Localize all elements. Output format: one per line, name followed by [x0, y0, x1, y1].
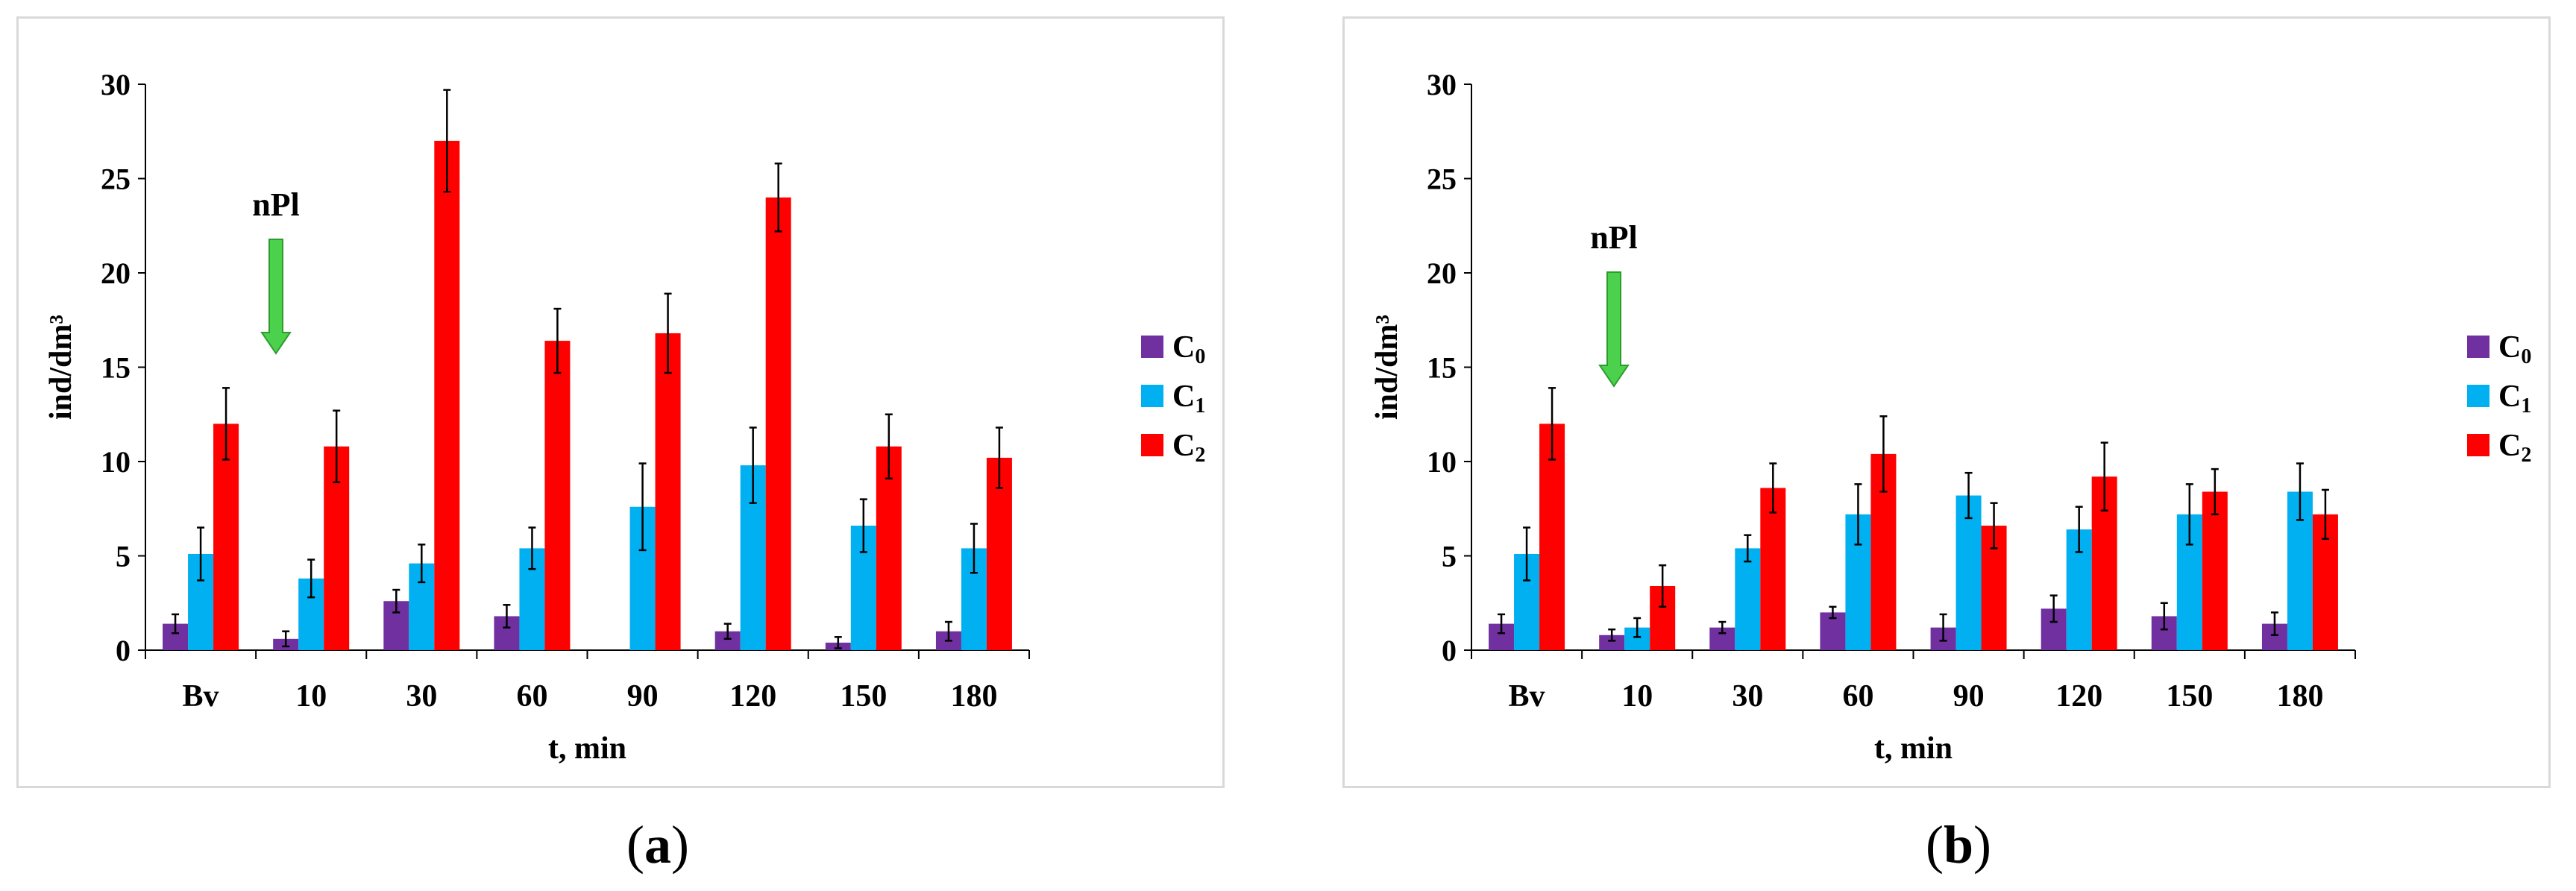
y-tick-label: 30: [101, 68, 131, 101]
y-tick-label: 0: [116, 634, 131, 667]
legend-label-C1: C1: [1172, 380, 1205, 418]
x-tick-label: 120: [729, 679, 776, 714]
x-tick-label: Bv: [183, 679, 219, 714]
caption-open-paren: (: [626, 815, 644, 875]
legend-label-C1: C1: [2498, 380, 2531, 418]
annotation-label: nPl: [1590, 219, 1638, 256]
bar-C2-150: [876, 446, 902, 650]
y-tick-label: 10: [1427, 445, 1457, 479]
legend-swatch-C1: [1141, 385, 1163, 407]
chart-panel-a: 0 5 10 15 20 25 30 Bv 10 30 60 90 120 150 180 t, min ind…: [16, 16, 1225, 788]
caption-close-paren: ): [1973, 815, 1991, 875]
x-tick-label: 60: [516, 679, 547, 714]
caption-close-paren: ): [671, 815, 689, 875]
legend-label-C0: C0: [1172, 330, 1205, 368]
x-axis-title: t, min: [1874, 731, 1953, 766]
annotation-label: nPl: [252, 186, 300, 223]
y-tick-label: 25: [101, 163, 131, 196]
x-tick-label: 150: [840, 679, 887, 714]
x-tick-label: 10: [1621, 679, 1653, 714]
legend-label-C0: C0: [2498, 330, 2531, 368]
bar-C2-30: [1760, 488, 1786, 650]
y-tick-label: 0: [1442, 634, 1457, 667]
legend-swatch-C2: [1141, 434, 1163, 456]
x-tick-label: 30: [1732, 679, 1763, 714]
panel-label-b: b: [1943, 815, 1974, 875]
legend-label-subscript: 1: [2521, 394, 2531, 418]
legend-label-base: C: [2498, 380, 2521, 414]
x-tick-label: 150: [2166, 679, 2213, 714]
legend-label-subscript: 2: [2521, 444, 2531, 467]
bar-C2-150: [2202, 491, 2228, 650]
legend-swatch-C2: [2467, 434, 2489, 456]
down-arrow-icon: [1598, 271, 1630, 388]
legend-label-C2: C2: [1172, 429, 1205, 467]
caption-open-paren: (: [1925, 815, 1944, 875]
legend-label-subscript: 0: [1195, 345, 1205, 368]
legend-label-base: C: [2498, 330, 2521, 365]
x-tick-label: 30: [406, 679, 437, 714]
legend-swatch-C0: [2467, 336, 2489, 358]
bar-C1-90: [1955, 495, 1982, 650]
y-tick-label: 20: [1427, 256, 1457, 290]
x-tick-label: 90: [1953, 679, 1985, 714]
legend-swatch-C1: [2467, 385, 2489, 407]
panel-label-a: a: [644, 815, 671, 875]
y-tick-label: 10: [101, 445, 131, 479]
bar-C2-Bv: [1539, 424, 1565, 650]
legend-label-base: C: [1172, 429, 1195, 463]
bar-C2-Bv: [213, 424, 239, 650]
legend-label-base: C: [1172, 330, 1195, 365]
legend-label-subscript: 2: [1195, 444, 1205, 467]
x-tick-label: Bv: [1509, 679, 1545, 714]
x-tick-label: 180: [2276, 679, 2323, 714]
y-tick-label: 5: [116, 540, 131, 573]
bar-C2-60: [544, 341, 571, 650]
legend-label-subscript: 0: [2521, 345, 2531, 368]
legend-label-C2: C2: [2498, 429, 2531, 467]
legend-label-base: C: [1172, 380, 1195, 414]
bar-C2-90: [655, 333, 681, 650]
caption-a: (a): [583, 814, 732, 876]
legend-label-base: C: [2498, 429, 2521, 463]
y-tick-label: 15: [1427, 351, 1457, 385]
x-tick-label: 60: [1842, 679, 1873, 714]
y-axis-title: ind/dm³: [1370, 315, 1404, 420]
y-tick-label: 30: [1427, 68, 1457, 101]
bar-C2-120: [765, 197, 791, 650]
bar-C1-30: [1735, 548, 1761, 650]
x-tick-label: 90: [627, 679, 659, 714]
down-arrow-icon: [260, 239, 292, 355]
x-tick-label: 10: [295, 679, 327, 714]
legend-swatch-C0: [1141, 336, 1163, 358]
caption-b: (b): [1884, 814, 2033, 876]
y-tick-label: 20: [101, 256, 131, 290]
x-tick-label: 120: [2055, 679, 2102, 714]
legend-label-subscript: 1: [1195, 394, 1205, 418]
x-tick-label: 180: [950, 679, 997, 714]
bar-C2-180: [986, 457, 1012, 650]
bar-C2-30: [434, 140, 460, 650]
y-tick-label: 15: [101, 351, 131, 385]
y-tick-label: 25: [1427, 163, 1457, 196]
x-axis-title: t, min: [548, 731, 626, 766]
bar-C0-10: [1599, 635, 1625, 650]
chart-panel-b: 0 5 10 15 20 25 30 Bv 10 30 60 90 120 150 180 t, min ind…: [1342, 16, 2551, 788]
y-tick-label: 5: [1442, 540, 1457, 573]
y-axis-title: ind/dm³: [44, 315, 78, 420]
